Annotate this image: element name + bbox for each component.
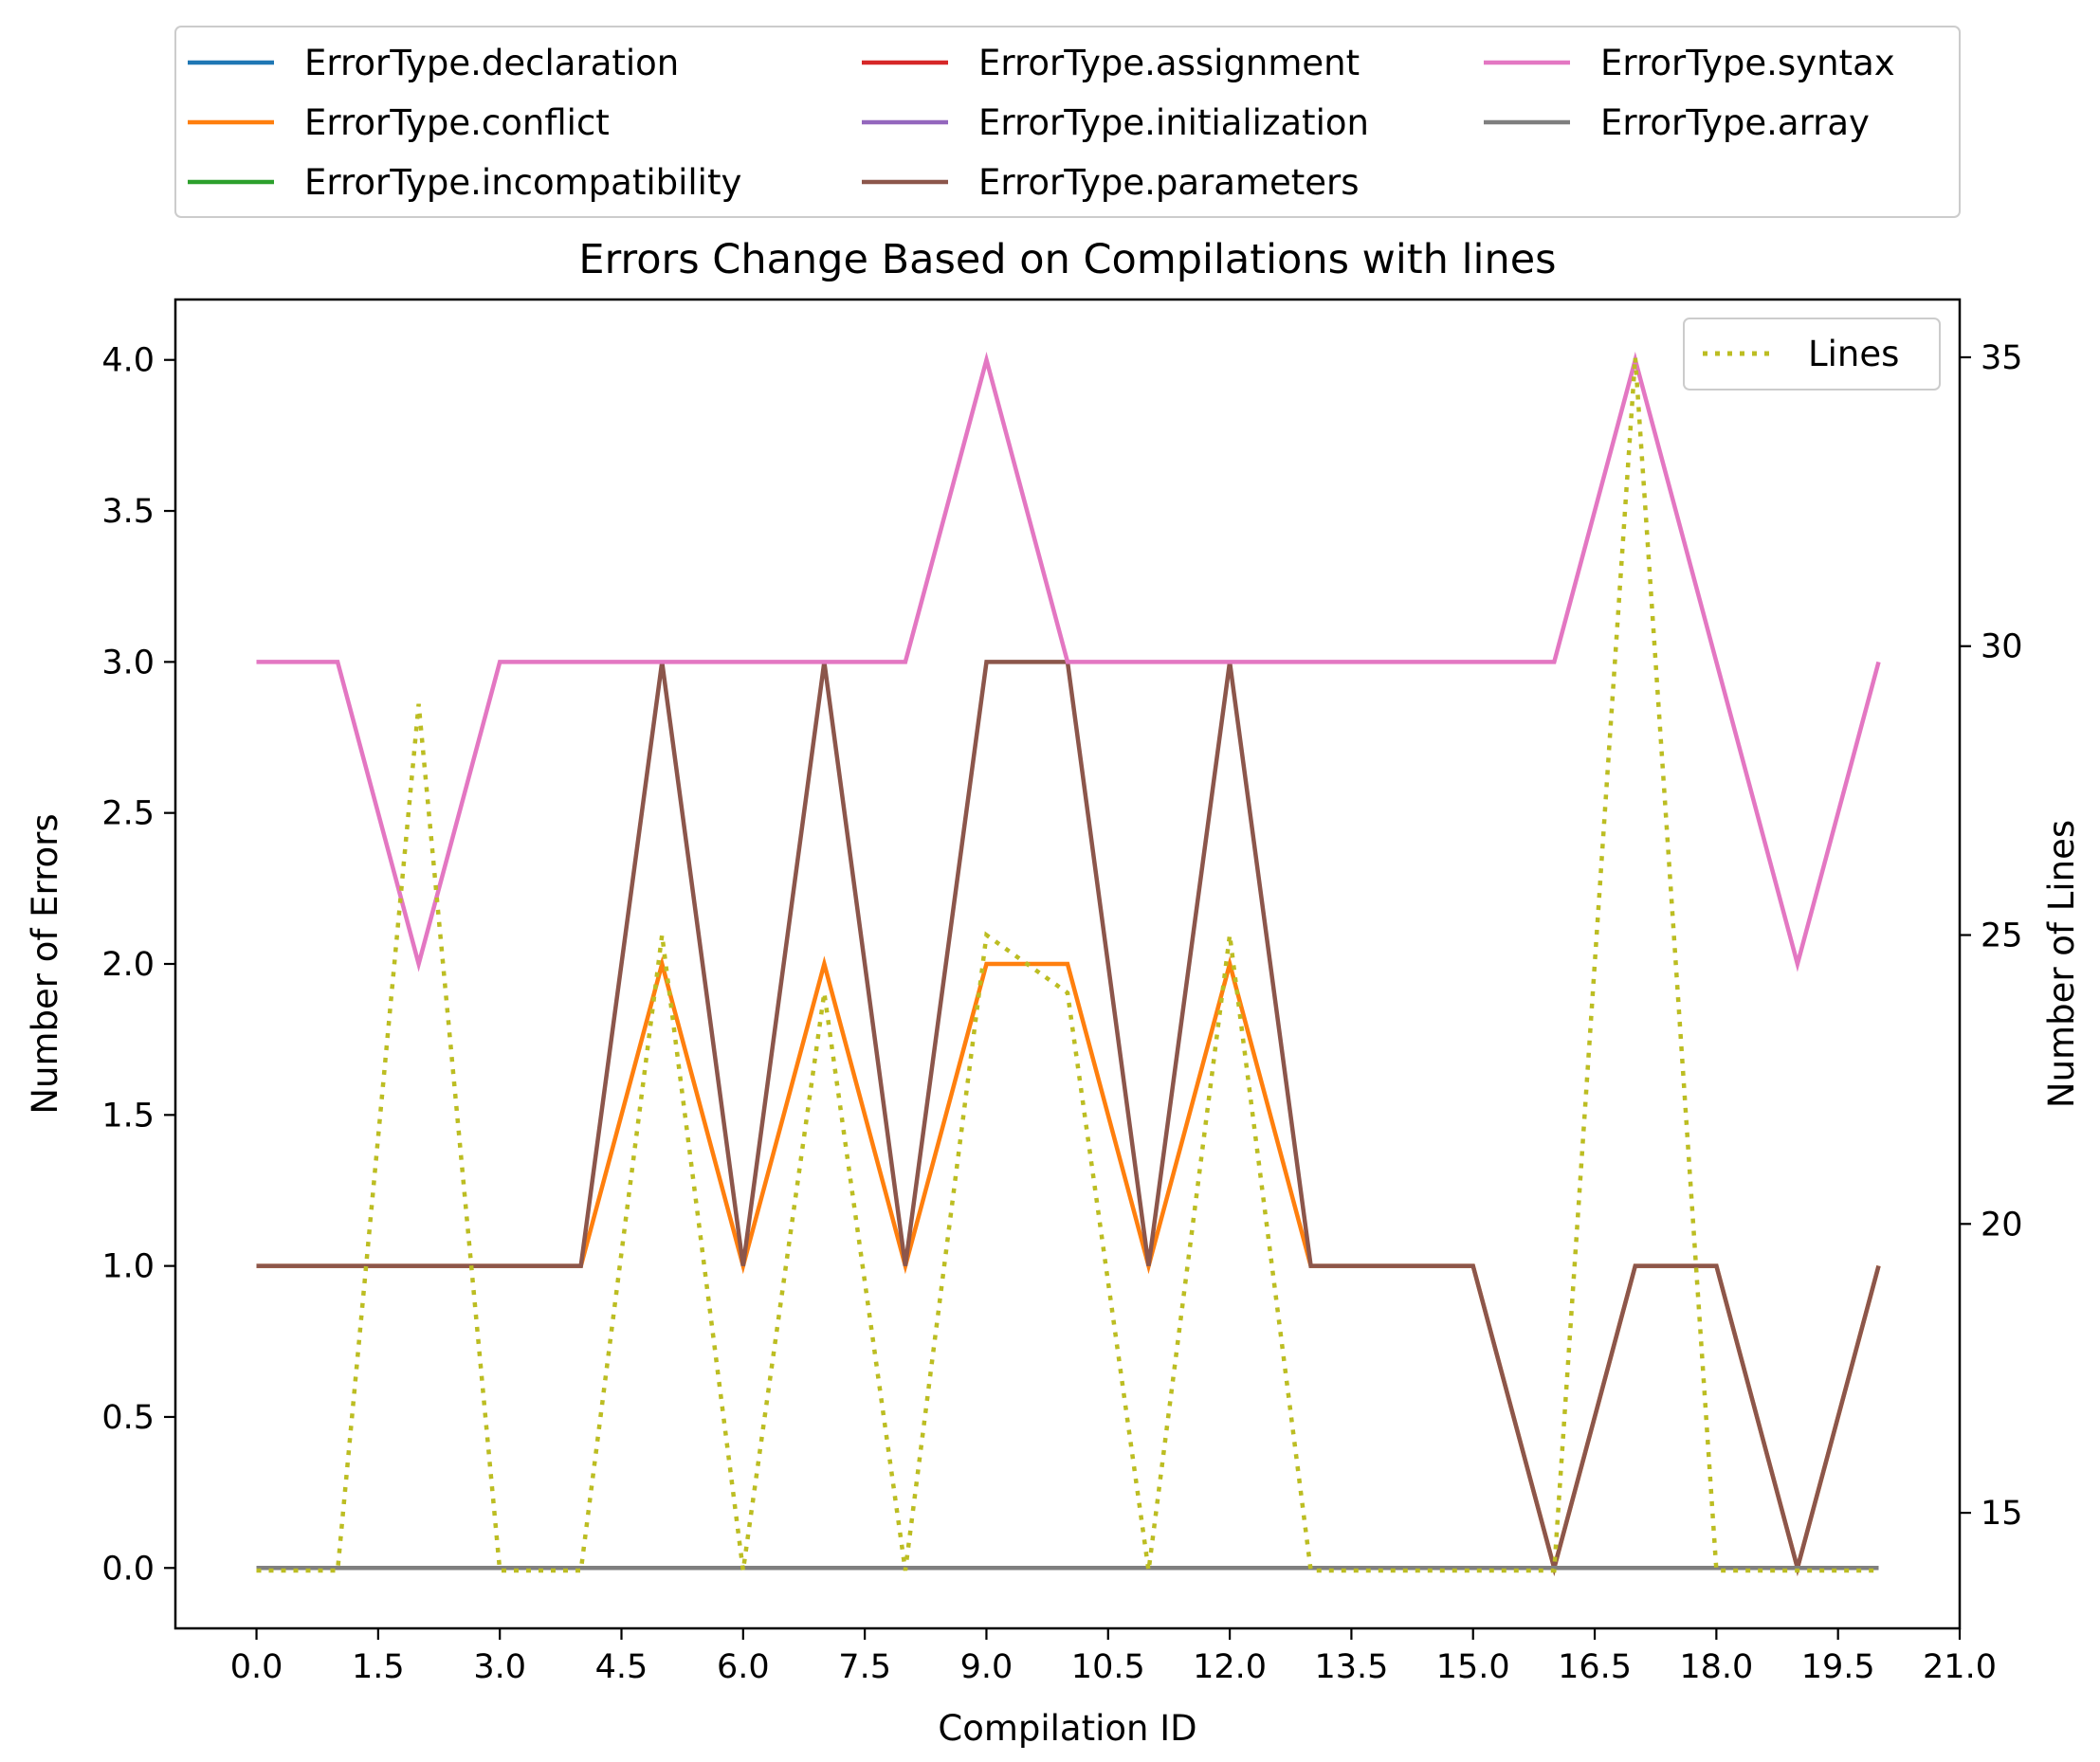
- y-tick-label: 3.0: [101, 644, 155, 681]
- lines-legend-frame: [1683, 318, 1941, 391]
- legend-label-errortype-assignment: ErrorType.assignment: [978, 43, 1360, 83]
- x-tick-label: 12.0: [1193, 1648, 1267, 1686]
- y2-tick-label: 15: [1981, 1495, 2023, 1533]
- y-tick-label: 2.0: [101, 946, 155, 984]
- x-tick-label: 7.5: [838, 1648, 891, 1686]
- x-tick-label: 4.5: [595, 1648, 648, 1686]
- x-tick-label: 10.5: [1071, 1648, 1145, 1686]
- x-tick-label: 18.0: [1679, 1648, 1753, 1686]
- y2-tick-label: 35: [1981, 339, 2023, 377]
- lines-legend-label: Lines: [1808, 334, 1899, 374]
- x-tick-label: 15.0: [1436, 1648, 1510, 1686]
- y-axis-left: 0.0 0.5 1.0 1.5 2.0 2.5 3.0 3.5 4.0: [101, 342, 175, 1588]
- x-tick-label: 6.0: [717, 1648, 770, 1686]
- x-tick-label: 0.0: [230, 1648, 283, 1686]
- x-tick-label: 21.0: [1923, 1648, 1997, 1686]
- y-tick-label: 2.5: [101, 795, 155, 833]
- series-line-lines: [256, 356, 1879, 1573]
- y-tick-label: 4.0: [101, 342, 155, 380]
- x-tick-label: 19.5: [1801, 1648, 1875, 1686]
- y2-axis-label: Number of Lines: [2041, 820, 2082, 1108]
- x-tick-label: 16.5: [1558, 1648, 1632, 1686]
- x-tick-label: 1.5: [352, 1648, 405, 1686]
- legend-label-errortype-initialization: ErrorType.initialization: [978, 102, 1369, 143]
- x-axis-label: Compilation ID: [938, 1708, 1196, 1749]
- main-legend: ErrorType.declaration ErrorType.conflict E…: [174, 26, 1961, 218]
- legend-label-errortype-declaration: ErrorType.declaration: [304, 43, 679, 83]
- chart-title: Errors Change Based on Compilations with…: [578, 236, 1556, 283]
- y2-tick-label: 20: [1981, 1206, 2023, 1244]
- legend-label-errortype-parameters: ErrorType.parameters: [978, 162, 1360, 203]
- y-tick-label: 1.5: [101, 1097, 155, 1135]
- x-tick-label: 13.5: [1314, 1648, 1388, 1686]
- y-tick-label: 3.5: [101, 493, 155, 531]
- lines-legend: Lines: [1683, 318, 1941, 391]
- y2-tick-label: 25: [1981, 917, 2023, 955]
- series-line-errortype-syntax: [256, 352, 1881, 972]
- x-tick-label: 3.0: [473, 1648, 526, 1686]
- y-tick-label: 1.0: [101, 1248, 155, 1286]
- x-tick-label: 9.0: [960, 1648, 1013, 1686]
- legend-label-errortype-conflict: ErrorType.conflict: [304, 102, 610, 143]
- legend-label-errortype-array: ErrorType.array: [1600, 102, 1870, 143]
- y-tick-label: 0.5: [101, 1399, 155, 1437]
- y-tick-label: 0.0: [101, 1550, 155, 1588]
- y-axis-label: Number of Errors: [25, 813, 65, 1114]
- x-axis: 0.0 1.5 3.0 4.5 6.0 7.5 9.0 10.5 12.0 13.5 15.0 16.…: [230, 1628, 1997, 1686]
- legend-label-errortype-incompatibility: ErrorType.incompatibility: [304, 162, 741, 203]
- y-axis-right: 15 20 25 30 35: [1960, 339, 2023, 1533]
- legend-frame: [174, 26, 1961, 218]
- y2-tick-label: 30: [1981, 628, 2023, 666]
- legend-label-errortype-syntax: ErrorType.syntax: [1600, 43, 1895, 83]
- plot-area: [256, 352, 1881, 1576]
